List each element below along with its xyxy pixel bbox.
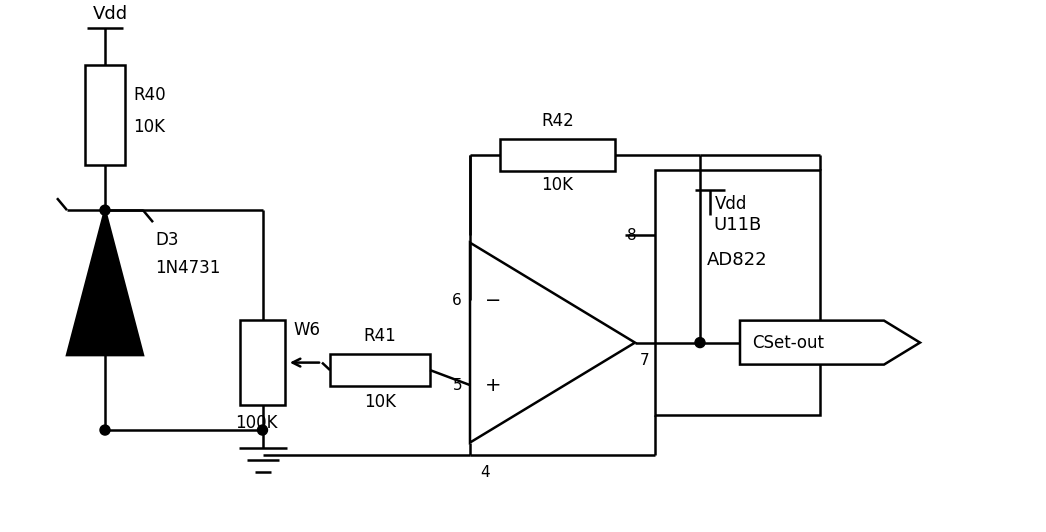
Circle shape (100, 425, 110, 435)
Circle shape (257, 425, 268, 435)
Text: W6: W6 (293, 321, 320, 339)
Text: −: − (485, 290, 501, 310)
Polygon shape (470, 243, 635, 443)
Text: +: + (485, 376, 501, 395)
Text: 1N4731: 1N4731 (155, 259, 221, 277)
Text: 4: 4 (480, 464, 490, 479)
Text: 7: 7 (640, 353, 650, 368)
Text: R41: R41 (364, 327, 396, 345)
Text: 5: 5 (452, 378, 462, 393)
Text: 10K: 10K (364, 393, 396, 411)
Circle shape (100, 205, 110, 215)
Bar (500, 139, 615, 171)
Text: R42: R42 (541, 112, 574, 130)
Text: 8: 8 (628, 228, 637, 243)
Text: Vdd: Vdd (715, 195, 748, 213)
Text: AD822: AD822 (707, 251, 768, 269)
Text: Vdd: Vdd (93, 5, 128, 23)
Polygon shape (740, 321, 920, 364)
Polygon shape (67, 210, 143, 355)
Bar (85, 65, 126, 165)
Text: 10K: 10K (542, 176, 573, 194)
Text: 6: 6 (452, 293, 462, 307)
Text: 10K: 10K (133, 118, 165, 136)
Bar (329, 354, 430, 386)
Bar (655, 170, 820, 415)
Bar (240, 320, 285, 405)
Text: D3: D3 (155, 231, 179, 249)
Text: 100K: 100K (235, 414, 277, 432)
Text: CSet-out: CSet-out (752, 334, 824, 352)
Circle shape (695, 338, 705, 347)
Text: U11B: U11B (713, 216, 761, 234)
Text: R40: R40 (133, 86, 165, 104)
